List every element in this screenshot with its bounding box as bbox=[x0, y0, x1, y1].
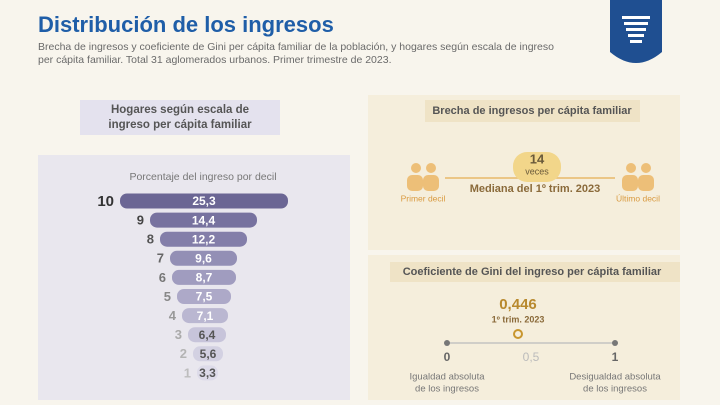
decile-number: 6 bbox=[159, 270, 166, 285]
subtitle: Brecha de ingresos y coeficiente de Gini… bbox=[38, 41, 554, 53]
people-icon bbox=[622, 163, 654, 191]
logo-icon bbox=[622, 16, 650, 43]
decile-value: 8,7 bbox=[196, 271, 213, 285]
funnel-bar bbox=[150, 212, 257, 228]
scale-dot bbox=[612, 340, 618, 346]
decile-value: 3,3 bbox=[199, 366, 216, 380]
people-icon bbox=[407, 163, 439, 191]
scale-dot bbox=[444, 340, 450, 346]
gap-value: 14 bbox=[530, 151, 545, 166]
funnel-bar bbox=[193, 346, 223, 362]
label: Coeficiente de Gini del ingreso per cápi… bbox=[403, 266, 662, 278]
funnel-bar bbox=[120, 193, 288, 209]
decile-value: 12,2 bbox=[192, 232, 216, 246]
decile-value: 25,3 bbox=[192, 194, 216, 208]
decile-number: 1 bbox=[184, 365, 191, 380]
scale-caption: Igualdad absoluta bbox=[409, 372, 485, 383]
scale-caption: Desigualdad absoluta bbox=[569, 372, 661, 383]
decile-number: 7 bbox=[157, 251, 164, 266]
decile-number: 4 bbox=[169, 308, 177, 323]
decile-number: 9 bbox=[137, 213, 144, 228]
gini-value: 0,446 bbox=[499, 296, 537, 313]
decile-value: 14,4 bbox=[192, 213, 216, 227]
gini-marker bbox=[513, 329, 523, 339]
scale-caption: de los ingresos bbox=[583, 384, 647, 395]
decile-value: 5,6 bbox=[200, 347, 217, 361]
subtitle: per cápita familiar. Total 31 aglomerado… bbox=[38, 54, 391, 66]
caption: Porcentaje del ingreso por decil bbox=[129, 171, 276, 183]
right-label: Último decil bbox=[616, 193, 660, 203]
left-label: Primer decil bbox=[401, 193, 446, 203]
title: Distribución de los ingresos bbox=[38, 12, 334, 37]
label-box bbox=[390, 262, 680, 282]
decile-value: 9,6 bbox=[195, 251, 212, 265]
label: ingreso per cápita familiar bbox=[108, 119, 252, 131]
gini-period: 1º trim. 2023 bbox=[492, 314, 545, 324]
badge bbox=[513, 152, 561, 182]
funnel-bar bbox=[177, 289, 231, 304]
funnel-bar bbox=[170, 250, 237, 266]
funnel-bar bbox=[197, 365, 218, 381]
funnel-bar bbox=[188, 327, 226, 343]
decile-number: 2 bbox=[180, 346, 187, 361]
scale-label: 1 bbox=[612, 350, 619, 364]
decile-value: 7,1 bbox=[197, 309, 214, 323]
label-box bbox=[425, 100, 640, 122]
decile-number: 8 bbox=[147, 232, 154, 247]
funnel: 25,3 10 14,4 9 12,2 8 9,6 7 8,7 6 7,5 5 7,1 4 6,4 3 5,6 2… bbox=[97, 193, 288, 381]
scale-label: 0,5 bbox=[523, 350, 540, 364]
scale-label: 0 bbox=[444, 350, 451, 364]
decile-value: 7,5 bbox=[196, 290, 213, 304]
logo bbox=[610, 0, 662, 63]
gap-unit: veces bbox=[525, 166, 549, 176]
decile-number: 3 bbox=[175, 327, 182, 342]
scale-caption: de los ingresos bbox=[415, 384, 479, 395]
decile-number: 5 bbox=[164, 289, 171, 304]
funnel-bar bbox=[160, 231, 247, 247]
label: Brecha de ingresos per cápita familiar bbox=[432, 105, 632, 117]
funnel-bar bbox=[182, 308, 228, 324]
label: Hogares según escala de bbox=[111, 104, 249, 116]
funnel-bar bbox=[172, 269, 236, 285]
decile-number: 10 bbox=[97, 193, 114, 210]
label-box bbox=[80, 100, 280, 135]
decile-value: 6,4 bbox=[199, 328, 216, 342]
caption: Mediana del 1º trim. 2023 bbox=[470, 183, 601, 195]
